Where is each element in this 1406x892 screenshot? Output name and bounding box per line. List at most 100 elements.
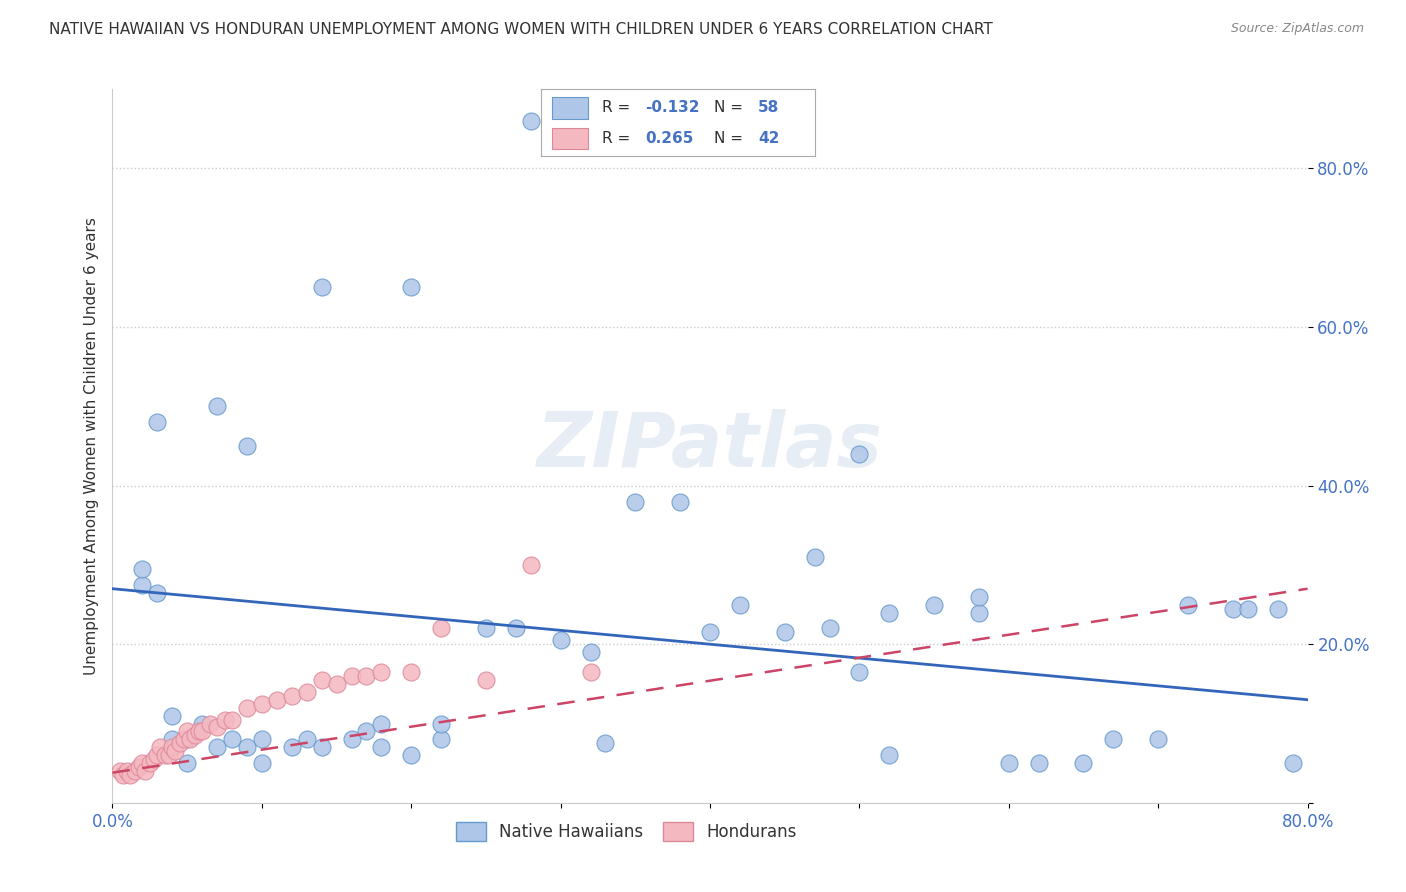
- Point: [205, 740, 228, 755]
- Point: [370, 716, 392, 731]
- Point: [176, 732, 198, 747]
- Point: [340, 669, 363, 683]
- Point: [325, 677, 347, 691]
- Point: [236, 740, 259, 755]
- Point: [818, 621, 841, 635]
- Point: [699, 625, 721, 640]
- Point: [579, 665, 602, 679]
- Text: N =: N =: [714, 131, 742, 146]
- Text: R =: R =: [602, 131, 630, 146]
- Point: [188, 724, 211, 739]
- Point: [340, 732, 363, 747]
- Point: [131, 562, 153, 576]
- Point: [153, 748, 176, 763]
- Legend: Native Hawaiians, Hondurans: Native Hawaiians, Hondurans: [449, 815, 804, 848]
- Point: [236, 700, 259, 714]
- Point: [295, 685, 318, 699]
- Point: [728, 598, 751, 612]
- Point: [162, 740, 183, 755]
- Point: [250, 732, 273, 747]
- Point: [191, 716, 214, 731]
- Point: [773, 625, 796, 640]
- Point: [176, 724, 198, 739]
- Text: NATIVE HAWAIIAN VS HONDURAN UNEMPLOYMENT AMONG WOMEN WITH CHILDREN UNDER 6 YEARS: NATIVE HAWAIIAN VS HONDURAN UNEMPLOYMENT…: [49, 22, 993, 37]
- Y-axis label: Unemployment Among Women with Children Under 6 years: Unemployment Among Women with Children U…: [83, 217, 98, 675]
- Point: [146, 415, 169, 429]
- Point: [311, 673, 333, 687]
- Text: 42: 42: [758, 131, 779, 146]
- Point: [370, 665, 392, 679]
- Point: [669, 494, 692, 508]
- Point: [120, 768, 142, 782]
- Point: [214, 713, 236, 727]
- Point: [505, 621, 527, 635]
- Point: [579, 645, 602, 659]
- Point: [176, 756, 198, 771]
- Text: -0.132: -0.132: [645, 101, 700, 115]
- Point: [124, 764, 146, 778]
- Point: [848, 665, 870, 679]
- Point: [1102, 732, 1125, 747]
- FancyBboxPatch shape: [553, 97, 588, 119]
- Point: [236, 439, 259, 453]
- Text: N =: N =: [714, 101, 742, 115]
- Point: [169, 736, 191, 750]
- Point: [401, 665, 423, 679]
- Point: [520, 558, 543, 572]
- Point: [162, 732, 183, 747]
- Point: [146, 585, 169, 599]
- Point: [128, 760, 150, 774]
- Point: [266, 692, 288, 706]
- Text: ZIPatlas: ZIPatlas: [537, 409, 883, 483]
- Point: [146, 748, 169, 763]
- Point: [250, 756, 273, 771]
- Point: [117, 764, 139, 778]
- Point: [281, 740, 304, 755]
- Point: [205, 721, 228, 735]
- Point: [520, 114, 543, 128]
- Point: [879, 606, 901, 620]
- Point: [250, 697, 273, 711]
- Point: [803, 549, 825, 564]
- Point: [475, 621, 498, 635]
- Point: [191, 724, 214, 739]
- Point: [281, 689, 304, 703]
- Point: [356, 724, 378, 739]
- Point: [1028, 756, 1050, 771]
- Point: [221, 732, 243, 747]
- Text: Source: ZipAtlas.com: Source: ZipAtlas.com: [1230, 22, 1364, 36]
- Text: 0.265: 0.265: [645, 131, 695, 146]
- Point: [139, 756, 162, 771]
- Point: [624, 494, 647, 508]
- Point: [311, 280, 333, 294]
- Point: [1073, 756, 1095, 771]
- Point: [998, 756, 1021, 771]
- Point: [131, 578, 153, 592]
- FancyBboxPatch shape: [553, 128, 588, 150]
- Point: [1237, 601, 1260, 615]
- Point: [179, 732, 201, 747]
- Point: [173, 732, 195, 747]
- Point: [550, 633, 572, 648]
- Point: [401, 280, 423, 294]
- Point: [311, 740, 333, 755]
- Text: R =: R =: [602, 101, 630, 115]
- Point: [108, 764, 131, 778]
- Point: [430, 732, 453, 747]
- Point: [198, 716, 221, 731]
- Point: [221, 713, 243, 727]
- Point: [165, 744, 187, 758]
- Point: [1281, 756, 1303, 771]
- Point: [205, 400, 228, 414]
- Point: [149, 740, 172, 755]
- Point: [370, 740, 392, 755]
- Point: [131, 756, 153, 771]
- Point: [111, 768, 134, 782]
- Point: [134, 764, 156, 778]
- Point: [295, 732, 318, 747]
- Point: [1222, 601, 1244, 615]
- Point: [157, 748, 180, 763]
- Point: [430, 621, 453, 635]
- Point: [162, 708, 183, 723]
- Point: [1177, 598, 1199, 612]
